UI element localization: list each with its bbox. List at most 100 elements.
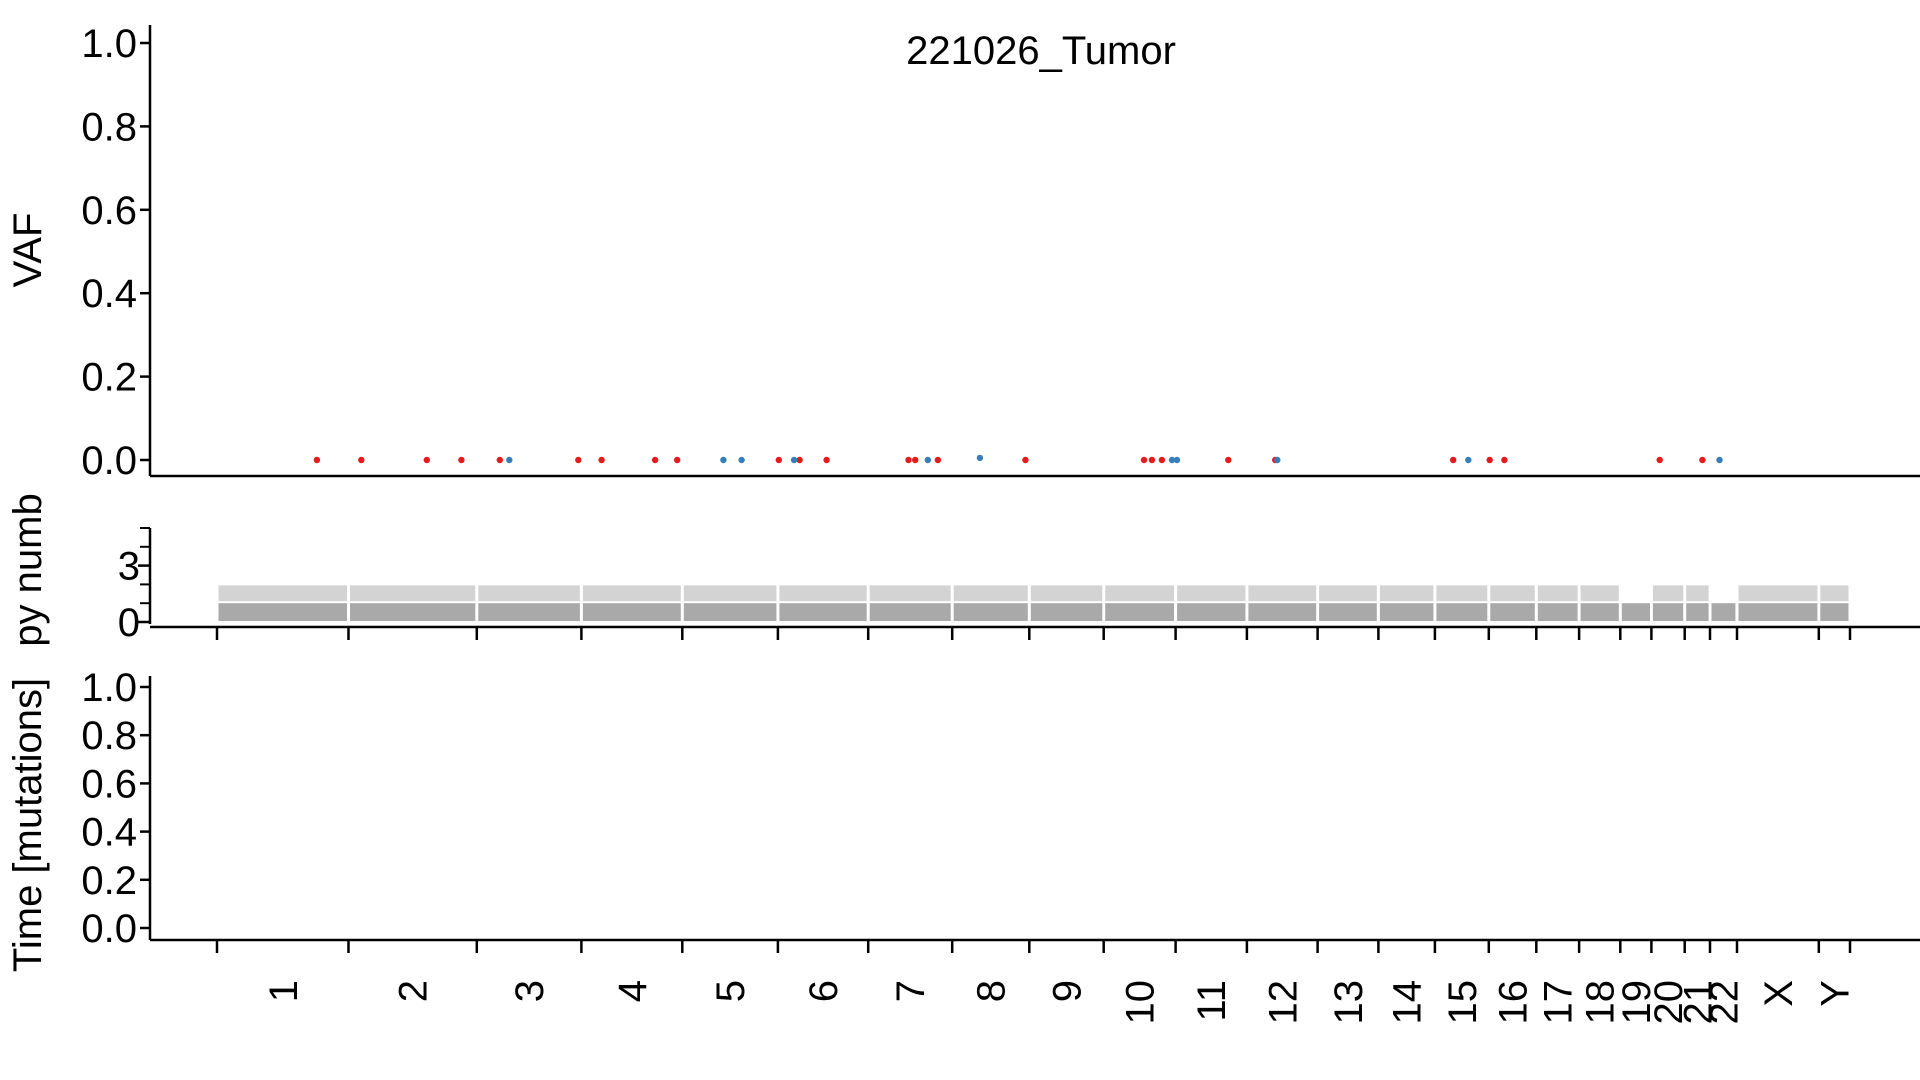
copy-number-minor-bar [1248, 603, 1317, 621]
copy-number-minor-bar [1490, 603, 1535, 621]
chromosome-label: 8 [970, 980, 1014, 1002]
vaf-point-red [1148, 456, 1156, 464]
copy-number-minor-bar [218, 603, 347, 621]
chromosome-label: 3 [508, 980, 552, 1002]
copy-number-minor-bar [1580, 603, 1619, 621]
vaf-panel: 221026_Tumor VAF 0.0 0.2 0.4 0.6 0.8 1.0 [6, 22, 1920, 483]
vaf-point-blue [1465, 456, 1472, 464]
timing-y-tick-label: 0.8 [81, 714, 137, 758]
chromosome-label: 18 [1579, 980, 1623, 1025]
vaf-point-red [1450, 456, 1457, 464]
copy-number-minor-bar [1105, 603, 1174, 621]
copy-number-y-axis: 03 [118, 527, 152, 645]
chromosome-label: X [1757, 980, 1801, 1007]
vaf-point-red [313, 456, 321, 464]
vaf-ylabel: VAF [6, 213, 50, 288]
copy-number-major-bar [779, 585, 867, 602]
vaf-point-red [796, 456, 803, 464]
chart-title: 221026_Tumor [906, 29, 1176, 73]
chromosome-label: 21 [1676, 980, 1720, 1025]
chromosome-label: 15 [1441, 980, 1485, 1025]
copy-number-minor-bar [1711, 603, 1736, 621]
vaf-y-tick-label: 0.8 [81, 105, 137, 149]
vaf-point-red [674, 456, 681, 464]
copy-number-major-bar [683, 585, 777, 602]
vaf-point-red [905, 456, 912, 464]
copy-number-major-bar [1580, 585, 1619, 602]
copy-number-major-bar [478, 585, 580, 602]
timing-y-tick-label: 0.2 [81, 859, 137, 903]
timing-y-tick-label: 0.4 [81, 811, 137, 855]
copy-number-minor-bar [953, 603, 1028, 621]
vaf-point-blue [790, 456, 798, 464]
copy-number-minor-bar [350, 603, 476, 621]
copy-number-major-bar [1490, 585, 1535, 602]
chromosome-label: 22 [1703, 980, 1747, 1025]
copy-number-minor-bar [582, 603, 681, 621]
copy-number-minor-bar [1738, 603, 1818, 621]
vaf-point-red [912, 456, 919, 464]
copy-number-minor-bar [779, 603, 867, 621]
vaf-y-tick-label: 0.6 [81, 189, 137, 233]
chromosome-label: 5 [709, 980, 753, 1002]
vaf-y-tick-label: 0.4 [81, 272, 137, 316]
vaf-point-red [651, 456, 659, 464]
vaf-point-red [1022, 456, 1029, 464]
copy-number-major-bar [1105, 585, 1174, 602]
copy-number-minor-bar [1820, 603, 1849, 621]
copy-number-panel: py numb 03 [6, 493, 1920, 647]
vaf-point-red [1699, 456, 1706, 464]
copy-number-major-bar [1820, 585, 1849, 602]
vaf-point-blue [1173, 456, 1181, 464]
chromosome-label: 12 [1261, 980, 1305, 1025]
chromosome-label: 2 [392, 980, 436, 1002]
vaf-point-red [358, 456, 365, 464]
timing-x-ticks [215, 940, 1852, 953]
copy-number-major-bar [350, 585, 476, 602]
vaf-point-blue [720, 456, 727, 464]
vaf-point-blue [506, 456, 513, 464]
chromosome-label: 7 [889, 980, 933, 1002]
timing-ylabel: Time [mutations] [6, 678, 50, 972]
copy-number-minor-bar [1436, 603, 1488, 621]
vaf-point-red [1140, 456, 1148, 464]
copy-number-y-tick-label: 3 [118, 545, 140, 589]
copy-number-minor-bar [1319, 603, 1377, 621]
chromosome-label: 14 [1386, 980, 1430, 1025]
vaf-point-red [575, 456, 582, 464]
copy-number-minor-bar [1537, 603, 1578, 621]
vaf-point-blue [924, 456, 931, 464]
copy-number-major-bar [1738, 585, 1818, 602]
vaf-point-red [423, 456, 430, 464]
vaf-point-red [775, 456, 782, 464]
copy-number-y-tick-label: 0 [118, 601, 140, 645]
vaf-point-red [598, 456, 605, 464]
copy-number-major-bar [1177, 585, 1246, 602]
vaf-point-blue [1274, 456, 1281, 464]
copy-number-minor-bar [1379, 603, 1434, 621]
vaf-point-red [934, 456, 942, 464]
vaf-point-blue [738, 456, 745, 464]
timing-y-axis: 0.00.20.4 0.60.81.0 [81, 666, 152, 951]
copy-number-minor-bar [869, 603, 951, 621]
copy-number-x-ticks [215, 627, 1852, 640]
copy-number-major-bar [1248, 585, 1317, 602]
copy-number-major-bar [1379, 585, 1434, 602]
chromosome-label: 10 [1119, 980, 1163, 1025]
copy-number-major-bar [1686, 585, 1709, 602]
copy-number-major-bar [953, 585, 1028, 602]
copy-number-minor-bar [683, 603, 777, 621]
chromosome-label: 9 [1046, 980, 1090, 1002]
copy-number-minor-bar [1652, 603, 1684, 621]
vaf-point-red [1486, 456, 1493, 464]
chromosome-label: 1 [262, 980, 306, 1002]
copy-number-major-bar [582, 585, 681, 602]
vaf-point-blue [1716, 456, 1723, 464]
copy-number-ylabel: py numb [6, 493, 50, 646]
vaf-y-tick-label: 0.2 [81, 356, 137, 400]
chromosome-label: Y [1813, 980, 1857, 1007]
chromosome-label: 16 [1492, 980, 1536, 1025]
